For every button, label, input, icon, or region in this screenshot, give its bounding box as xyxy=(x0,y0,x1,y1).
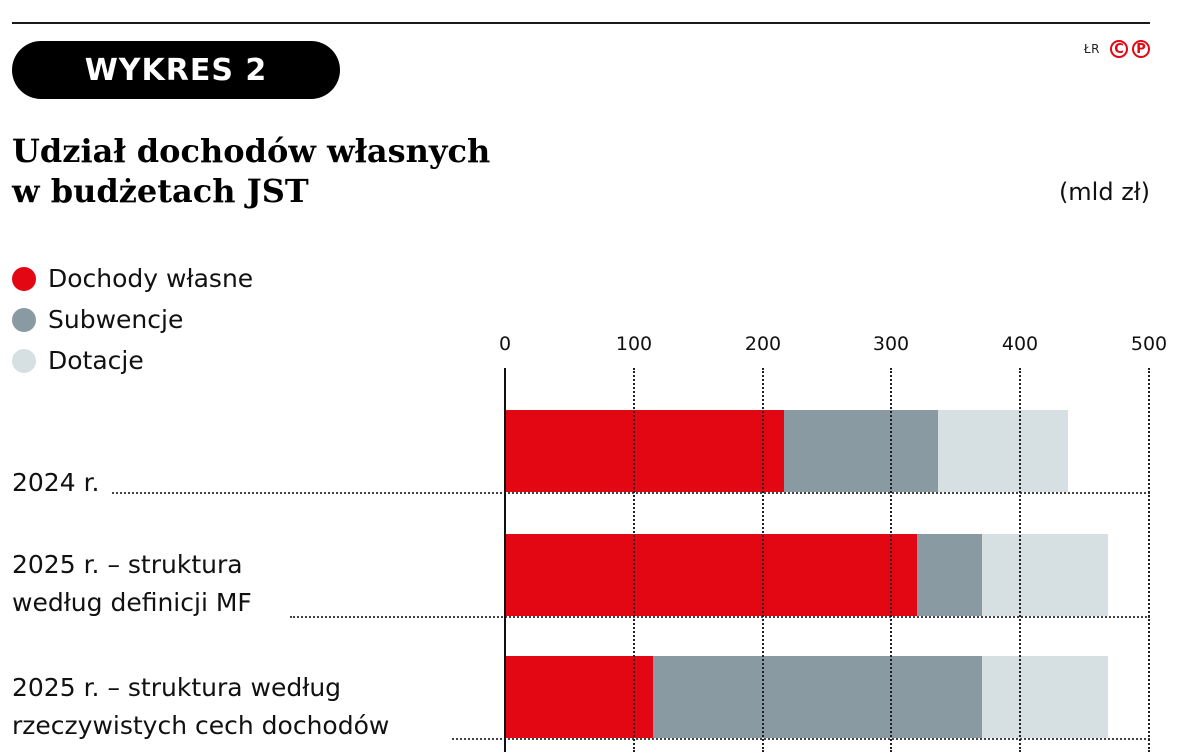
chart-title-line2: w budżetach JST xyxy=(12,172,309,210)
bar-2025-rzeczywiste xyxy=(505,656,1108,738)
gridline-200 xyxy=(762,368,764,752)
legend-item-dotacje: Dotacje xyxy=(12,340,253,381)
unit-label: (mld zł) xyxy=(1058,178,1150,206)
bar-segment-dochody xyxy=(505,410,785,492)
chart-number-badge: WYKRES 2 xyxy=(12,41,340,99)
x-tick-200: 200 xyxy=(744,333,782,355)
phonogram-icon: P xyxy=(1132,40,1150,58)
bar-segment-dochody xyxy=(505,656,654,738)
bar-segment-dochody xyxy=(505,534,918,616)
category-label-line: 2024 r. xyxy=(12,468,100,497)
legend-dot-icon xyxy=(12,307,36,332)
row-leader-3 xyxy=(452,738,1150,740)
bar-segment-subwencje xyxy=(917,534,982,616)
copyright-icon: C xyxy=(1110,40,1128,58)
chart-title-line1: Udział dochodów własnych xyxy=(12,132,491,170)
legend-item-dochody: Dochody własne xyxy=(12,258,253,299)
bar-2024 xyxy=(505,410,1068,492)
category-label-2025-rzeczywiste: 2025 r. – struktura według rzeczywistych… xyxy=(12,669,394,745)
top-rule xyxy=(12,22,1150,24)
bar-segment-dotacje xyxy=(981,656,1108,738)
chart-number-label: WYKRES 2 xyxy=(84,52,268,88)
legend-label: Dotacje xyxy=(48,346,144,375)
legend: Dochody własne Subwencje Dotacje xyxy=(12,258,253,381)
x-tick-500: 500 xyxy=(1130,333,1168,355)
legend-label: Dochody własne xyxy=(48,264,254,293)
gridline-500 xyxy=(1148,368,1150,752)
legend-dot-icon xyxy=(12,348,36,373)
category-label-line: według definicji MF xyxy=(12,588,252,617)
legend-item-subwencje: Subwencje xyxy=(12,299,253,340)
bar-segment-subwencje xyxy=(653,656,982,738)
author-initials: ŁR xyxy=(1083,42,1100,56)
x-tick-400: 400 xyxy=(1001,333,1039,355)
gridline-300 xyxy=(890,368,892,752)
bar-segment-dotacje xyxy=(937,410,1068,492)
x-tick-100: 100 xyxy=(615,333,653,355)
category-label-line: rzeczywistych cech dochodów xyxy=(12,711,390,740)
gridline-100 xyxy=(633,368,635,752)
bar-2025-mf xyxy=(505,534,1108,616)
category-label-line: 2025 r. – struktura według xyxy=(12,673,342,702)
x-tick-0: 0 xyxy=(498,333,512,355)
chart-title: Udział dochodów własnych w budżetach JST xyxy=(12,131,490,211)
row-leader-2 xyxy=(290,616,1150,618)
gridline-400 xyxy=(1019,368,1021,752)
legend-dot-icon xyxy=(12,266,36,291)
category-label-2025-mf: 2025 r. – struktura według definicji MF xyxy=(12,546,256,622)
category-label-2024: 2024 r. xyxy=(12,464,104,502)
bar-segment-dotacje xyxy=(981,534,1108,616)
row-leader-1 xyxy=(112,492,1150,494)
category-label-line: 2025 r. – struktura xyxy=(12,550,243,579)
bar-segment-subwencje xyxy=(784,410,938,492)
credits: ŁR C P xyxy=(1084,40,1150,58)
x-tick-300: 300 xyxy=(872,333,910,355)
legend-label: Subwencje xyxy=(48,305,184,334)
y-axis-line xyxy=(504,368,506,752)
